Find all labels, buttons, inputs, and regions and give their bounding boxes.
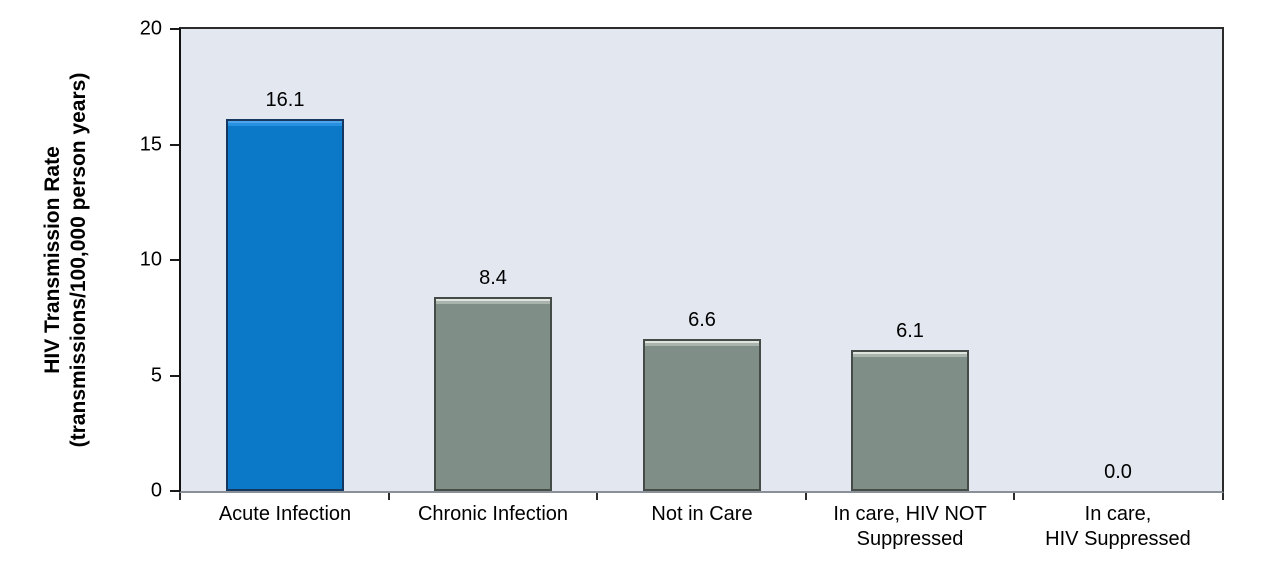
x-tick-mark [179,493,181,500]
x-category-label: Acute Infection [175,502,395,527]
bar-value-label: 8.4 [479,267,507,289]
x-tick-mark [1013,493,1015,500]
x-category-label: In care, HIV Suppressed [1008,502,1228,552]
bar [226,119,344,491]
bar [851,350,969,491]
x-category-label: Not in Care [592,502,812,527]
x-category-label: In care, HIV NOT Suppressed [800,502,1020,552]
y-axis-title-line2: (transmissions/100,000 person years) [67,72,90,448]
x-tick-mark [596,493,598,500]
x-category-label-line: Suppressed [856,528,964,550]
y-tick-mark [170,259,179,261]
y-tick-mark [170,374,179,377]
x-category-label-line: In care, HIV NOT [833,503,987,525]
x-category-label-line: Not in Care [651,503,753,525]
y-tick-label: 15 [139,133,162,155]
y-axis-title: HIV Transmission Rate (transmissions/100… [40,73,92,448]
y-tick-label: 10 [139,248,162,271]
y-axis-title-line1: HIV Transmission Rate [41,146,64,374]
y-tick-label: 0 [150,479,162,502]
y-tick-mark [170,143,179,146]
x-category-label-line: Chronic Infection [417,503,569,525]
y-tick-label: 5 [150,364,162,386]
bar-value-label: 0.0 [1104,461,1132,483]
x-tick-mark [805,493,807,500]
x-tick-mark [388,493,390,500]
x-category-label-line: HIV Suppressed [1045,528,1191,550]
bar [643,339,761,491]
x-tick-mark [1222,493,1224,500]
bar [434,297,552,491]
x-category-label-line: Acute Infection [218,503,352,525]
y-tick-mark [170,28,179,30]
y-tick-mark [170,490,179,492]
bar-value-label: 16.1 [265,89,305,111]
bar-value-label: 6.6 [688,309,716,331]
x-category-label-line: In care, [1084,503,1152,525]
x-category-label: Chronic Infection [383,502,603,527]
y-tick-label: 20 [139,17,162,40]
bar-value-label: 6.1 [896,320,924,342]
